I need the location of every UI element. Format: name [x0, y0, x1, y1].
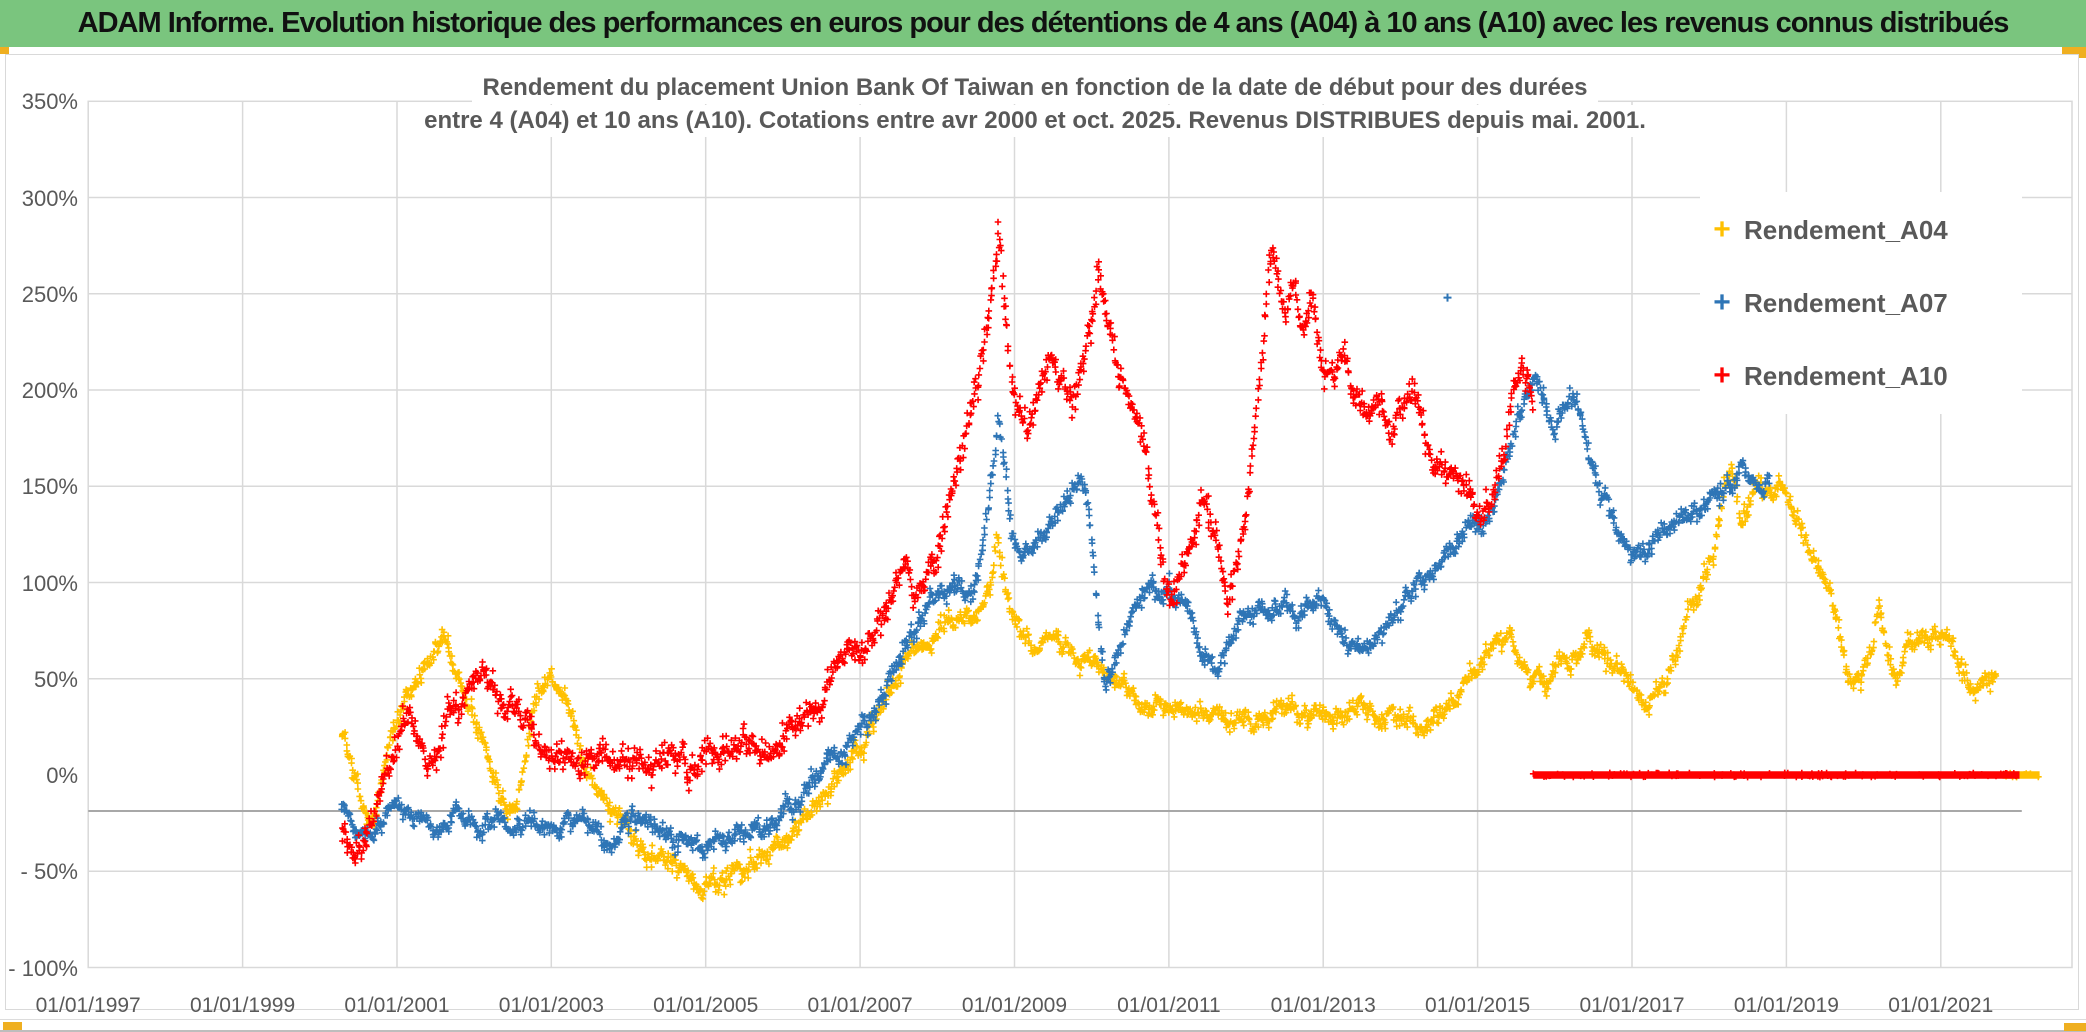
- y-tick-label: 350%: [21, 89, 78, 115]
- bottom-strip: [0, 1010, 2086, 1032]
- legend-item-a04[interactable]: + Rendement_A04: [1700, 198, 2022, 262]
- chart-title-line1: Rendement du placement Union Bank Of Tai…: [472, 72, 1598, 104]
- x-tick-label: 01/01/2005: [653, 994, 759, 1017]
- banner: ADAM Informe. Evolution historique des p…: [0, 0, 2086, 47]
- accent-top-left: [0, 47, 9, 54]
- accent-bottom-left: [3, 1022, 22, 1030]
- x-tick-label: 01/01/2003: [498, 994, 604, 1017]
- plus-marker-icon: +: [1713, 359, 1731, 392]
- y-tick-label: - 100%: [8, 955, 78, 981]
- x-tick-label: 01/01/1999: [190, 994, 296, 1017]
- y-tick-label: 150%: [21, 474, 78, 500]
- y-tick-label: 100%: [21, 570, 78, 596]
- x-tick-label: 01/01/2007: [807, 994, 913, 1017]
- chart-title-line2-wrap: entre 4 (A04) et 10 ans (A10). Cotations…: [0, 105, 2070, 137]
- outlier-Rendement_A07: [1443, 293, 1452, 302]
- x-tick-label: 01/01/2001: [344, 994, 450, 1017]
- plus-marker-icon: +: [1713, 213, 1731, 246]
- y-tick-label: 300%: [21, 185, 78, 211]
- y-tick-label: 50%: [33, 666, 78, 692]
- x-tick-label: 01/01/2013: [1270, 994, 1376, 1017]
- accent-top-right: [2062, 47, 2086, 58]
- y-tick-label: 200%: [21, 378, 78, 403]
- chart-title-line2: entre 4 (A04) et 10 ans (A10). Cotations…: [414, 105, 1656, 137]
- y-tick-label: 250%: [21, 281, 78, 307]
- legend-label: Rendement_A04: [1744, 214, 1948, 245]
- bottom-divider: [0, 1019, 2086, 1020]
- y-tick-label: 0%: [46, 763, 78, 788]
- series-Rendement_A10: [339, 218, 2020, 867]
- x-tick-label: 01/01/2019: [1733, 994, 1839, 1017]
- legend-item-a07[interactable]: + Rendement_A07: [1700, 271, 2022, 335]
- series-Rendement_A07: [338, 371, 1773, 862]
- banner-title: ADAM Informe. Evolution historique des p…: [77, 7, 2010, 39]
- legend-label: Rendement_A07: [1744, 287, 1948, 318]
- plus-marker-icon: +: [1713, 286, 1731, 319]
- x-tick-label: 01/01/2015: [1425, 994, 1531, 1017]
- x-tick-label: 01/01/1997: [35, 994, 141, 1017]
- chart-title-line1-wrap: Rendement du placement Union Bank Of Tai…: [0, 72, 2070, 104]
- x-tick-label: 01/01/2017: [1579, 994, 1685, 1017]
- x-tick-label: 01/01/2011: [1117, 994, 1221, 1017]
- x-tick-label: 01/01/2009: [961, 994, 1068, 1017]
- x-tick-label: 01/01/2021: [1888, 994, 1994, 1017]
- legend-item-a10[interactable]: + Rendement_A10: [1700, 344, 2022, 408]
- accent-bottom-right: [2064, 1023, 2086, 1031]
- legend-label: Rendement_A10: [1744, 360, 1948, 391]
- y-tick-label: - 50%: [20, 859, 78, 885]
- legend: + Rendement_A04 + Rendement_A07 + Rendem…: [1700, 192, 2022, 414]
- series-Rendement_A04: [338, 461, 2042, 903]
- bottom-edge: [0, 1030, 2086, 1032]
